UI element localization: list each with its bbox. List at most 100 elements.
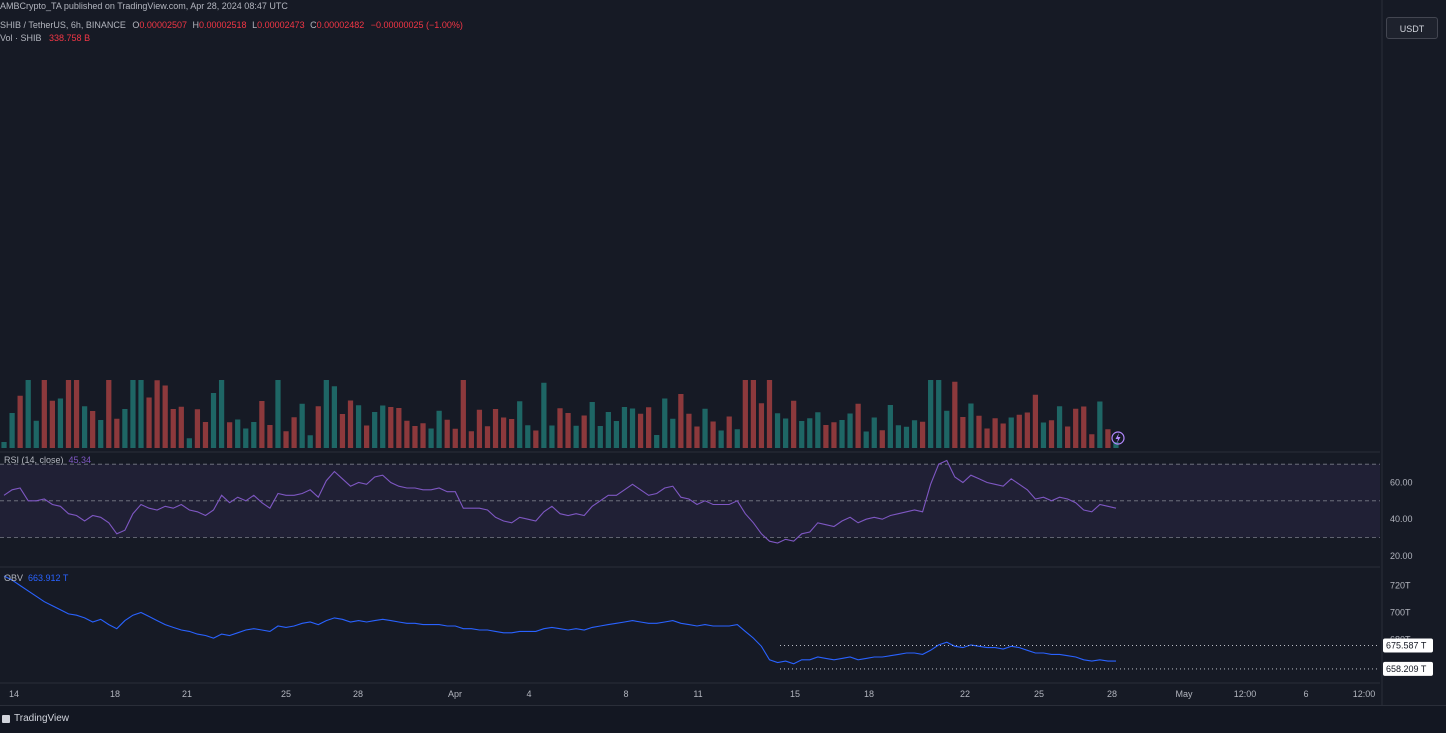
volume-bar	[533, 430, 539, 448]
volume-bar	[992, 418, 998, 448]
obv-label: OBV	[4, 573, 24, 583]
volume-bar	[758, 403, 765, 448]
volume-bar	[1113, 442, 1119, 448]
volume-bar	[170, 409, 176, 448]
volume-bar	[235, 419, 241, 448]
ohlc-h-value: 0.00002518	[199, 20, 247, 30]
time-tick-label: 18	[864, 689, 874, 699]
time-tick-label: 28	[1107, 689, 1117, 699]
time-tick-label: 4	[526, 689, 531, 699]
volume-bar	[968, 403, 974, 448]
volume-bar	[960, 417, 966, 448]
volume-bar	[823, 425, 829, 448]
volume-bar	[750, 380, 756, 448]
obv-tick-label: 720T	[1390, 581, 1411, 591]
volume-bar	[114, 418, 120, 448]
volume-bar	[734, 429, 740, 448]
volume-bar	[267, 425, 273, 448]
volume-bar	[492, 409, 499, 448]
currency-button[interactable]: USDT	[1386, 17, 1438, 39]
volume-bar	[347, 400, 354, 448]
lightning-icon[interactable]	[1111, 431, 1125, 445]
obv-pane: 720T700T680T	[3, 575, 1411, 670]
volume-bar	[702, 408, 708, 448]
time-tick-label: 11	[693, 689, 702, 699]
volume-bar	[1065, 426, 1071, 448]
rsi-legend[interactable]: RSI (14, close) 45.34	[4, 455, 91, 465]
time-axis[interactable]: 14 18 21 25 28 Apr 4 8 11 15 18 22 25 28 May 12:00 6 12:0…	[9, 689, 1375, 699]
volume-bar	[782, 418, 789, 448]
publisher-text: AMBCrypto_TA published on TradingView.co…	[0, 1, 288, 11]
volume-bar	[1097, 401, 1103, 448]
volume-bar	[460, 380, 466, 448]
volume-bar	[130, 380, 136, 448]
volume-bar	[662, 398, 668, 448]
obv-tag-text: 658.209 T	[1386, 664, 1427, 674]
volume-bar	[637, 413, 644, 448]
volume-bar	[791, 400, 797, 448]
volume-bar	[678, 394, 684, 448]
volume-bar	[122, 409, 128, 448]
time-tick-label: 15	[790, 689, 800, 699]
volume-bar	[944, 410, 950, 448]
axis-tags: 0.000029830.0000248203:12:44675.587 T658…	[1383, 638, 1433, 676]
obv-line	[3, 575, 1116, 665]
volume-bar	[275, 380, 281, 448]
volume-bar	[863, 431, 869, 448]
rsi-tick-label: 60.00	[1390, 478, 1413, 488]
volume-bar	[557, 408, 563, 448]
rsi-tick-label: 20.00	[1390, 551, 1413, 561]
volume-bar	[766, 380, 773, 448]
volume-legend[interactable]: Vol · SHIB 338.758 B	[0, 33, 90, 43]
volume-bar	[976, 415, 982, 448]
symbol-legend[interactable]: SHIB / TetherUS, 6h, BINANCE O0.00002507…	[0, 20, 463, 30]
obv-legend[interactable]: OBV 663.912 T	[4, 573, 68, 583]
volume-bar	[799, 421, 805, 448]
time-tick-label: 25	[1034, 689, 1044, 699]
lightning-icon-bolt	[1115, 433, 1121, 443]
volume-bar	[903, 426, 910, 448]
volume-bar	[380, 405, 386, 448]
ohlc-l-label: L	[252, 20, 258, 30]
volume-label: Vol · SHIB	[0, 33, 42, 43]
time-tick-label: 22	[960, 689, 970, 699]
ohlc-h-label: H	[192, 20, 200, 30]
rsi-label: RSI (14, close)	[4, 455, 64, 465]
volume-value: 338.758 B	[49, 33, 91, 43]
volume-bar	[396, 408, 402, 448]
tradingview-brand[interactable]: TradingView	[14, 713, 70, 724]
volume-bar	[1081, 406, 1087, 448]
volume-bar	[146, 397, 152, 448]
volume-bar	[1000, 423, 1006, 448]
volume-bar	[629, 408, 636, 448]
time-tick-label: Apr	[448, 689, 462, 699]
volume-bar	[9, 413, 15, 448]
volume-bar	[138, 380, 144, 448]
volume-bar	[581, 415, 587, 448]
volume-bar	[162, 385, 168, 448]
rsi-value: 45.34	[68, 455, 92, 465]
obv-tag: 658.209 T	[1383, 661, 1433, 676]
volume-bar	[339, 414, 346, 448]
volume-bar	[621, 407, 628, 448]
candles[interactable]	[1, 0, 1125, 445]
volume-bar	[444, 419, 450, 448]
volume-bar	[1016, 414, 1022, 448]
volume-bar	[815, 412, 821, 448]
volume-bar	[364, 425, 370, 448]
volume-bar	[90, 411, 96, 448]
tradingview-logo-icon[interactable]	[2, 715, 10, 723]
volume-bar	[1089, 434, 1095, 448]
volume-bar	[895, 425, 902, 448]
volume-bar	[251, 422, 257, 448]
volume-bar	[573, 425, 579, 448]
volume-bar	[589, 402, 595, 448]
volume-bar	[847, 413, 853, 448]
publisher-line: AMBCrypto_TA published on TradingView.co…	[0, 1, 288, 11]
obv-tag-bg	[1383, 638, 1433, 653]
volume-bar	[98, 420, 104, 448]
volume-bar	[154, 380, 160, 448]
volume-bar	[452, 428, 458, 448]
volume-bar	[710, 421, 716, 448]
